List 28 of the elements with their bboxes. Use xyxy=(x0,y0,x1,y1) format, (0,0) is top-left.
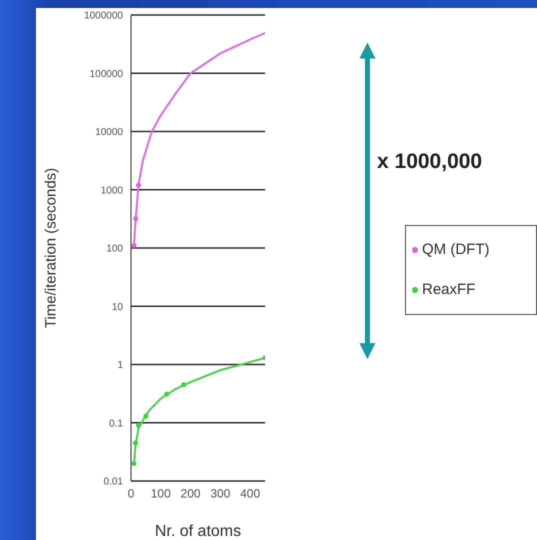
y-tick-label: 1000000 xyxy=(84,10,124,22)
y-tick-label: 100 xyxy=(106,244,124,255)
point xyxy=(143,414,148,419)
x-tick-label: 300 xyxy=(210,486,231,501)
point xyxy=(181,382,186,388)
legend-label: QM (DFT) xyxy=(422,241,490,258)
text: x 1000,000 xyxy=(377,150,482,173)
y-tick-label: 0.01 xyxy=(104,476,124,488)
y-tick-label: 0.1 xyxy=(109,418,124,430)
point xyxy=(132,440,138,446)
legend-label: ReaxFF xyxy=(422,281,476,298)
x-tick-label: 0 xyxy=(128,486,135,501)
x-axis-title: Nr. of atoms xyxy=(154,523,242,540)
point xyxy=(136,422,141,428)
y-tick-label: 1000 xyxy=(100,185,124,196)
point xyxy=(136,182,141,188)
x-tick-label: 100 xyxy=(150,486,172,501)
x-tick-label: 400 xyxy=(240,486,260,501)
x-tick-label: 200 xyxy=(180,486,201,501)
y-axis-title: Time/iteration (seconds) xyxy=(42,168,60,328)
point xyxy=(164,392,170,397)
point xyxy=(133,216,138,222)
y-tick-label: 100000 xyxy=(90,68,124,80)
point xyxy=(131,460,136,466)
point xyxy=(131,243,136,248)
y-tick-label: 10 xyxy=(112,302,124,313)
y-tick-label: 1 xyxy=(117,360,124,372)
y-tick-label: 10000 xyxy=(95,127,124,138)
